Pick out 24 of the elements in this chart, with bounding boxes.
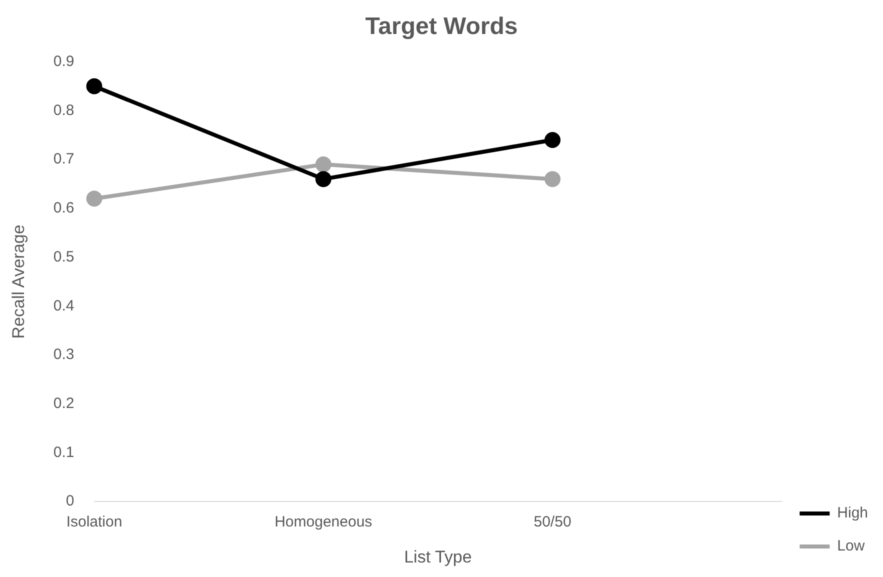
point xyxy=(315,171,332,188)
y-tick-label: 0.7 xyxy=(53,150,74,168)
y-tick-label: 0.1 xyxy=(53,444,74,461)
x-tick-label: Homogeneous xyxy=(274,514,372,531)
y-axis-title: Recall Average xyxy=(8,224,28,339)
y-tick-label: 0.3 xyxy=(53,346,74,364)
point xyxy=(315,156,332,172)
legend-label: Low xyxy=(837,538,865,555)
y-tick-label: 0.5 xyxy=(53,248,74,266)
point xyxy=(544,132,561,148)
point xyxy=(86,78,102,94)
x-tick-label: Isolation xyxy=(66,514,122,531)
y-tick-label: 0.9 xyxy=(53,52,74,70)
y-tick-label: 0.4 xyxy=(53,297,74,314)
point xyxy=(544,171,561,188)
point xyxy=(86,190,102,207)
x-axis-title: List Type xyxy=(404,547,472,566)
legend-label: High xyxy=(837,504,868,522)
y-tick-label: 0 xyxy=(66,492,74,510)
y-tick-label: 0.8 xyxy=(53,102,74,119)
y-tick-label: 0.2 xyxy=(53,395,74,412)
x-tick-label: 50/50 xyxy=(534,514,572,531)
y-tick-label: 0.6 xyxy=(53,200,74,217)
chart-title: Target Words xyxy=(365,13,518,40)
